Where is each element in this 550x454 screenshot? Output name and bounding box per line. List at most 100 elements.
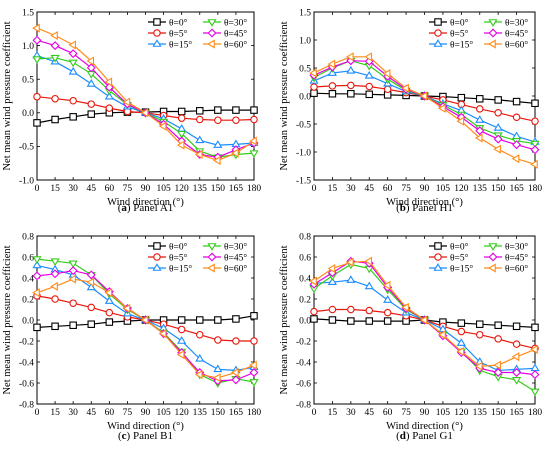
y-tick-label: -0.8 bbox=[19, 400, 34, 410]
x-tick-label: 45 bbox=[365, 408, 375, 418]
data-point bbox=[530, 145, 540, 155]
data-point bbox=[177, 114, 186, 122]
y-tick-label: -0.6 bbox=[296, 379, 311, 389]
x-axis-label: Wind direction (°) bbox=[386, 197, 463, 208]
legend-marker bbox=[207, 19, 217, 27]
x-tick-label: 0 bbox=[312, 408, 317, 418]
series-line bbox=[36, 27, 255, 162]
data-point bbox=[32, 256, 42, 264]
data-point bbox=[69, 113, 77, 121]
legend-item: θ=5° bbox=[148, 28, 188, 39]
data-point bbox=[104, 296, 114, 304]
data-point bbox=[494, 335, 502, 343]
data-point bbox=[68, 59, 78, 68]
legend-label: θ=60° bbox=[505, 263, 528, 274]
legend-item: θ=30° bbox=[203, 17, 247, 28]
data-point bbox=[249, 368, 259, 377]
data-point bbox=[51, 322, 59, 331]
data-point bbox=[249, 379, 259, 387]
x-tick-label: 165 bbox=[229, 184, 244, 194]
data-point bbox=[530, 363, 540, 372]
data-point bbox=[87, 110, 96, 118]
data-point bbox=[512, 322, 521, 331]
x-tick-label: 105 bbox=[436, 408, 451, 418]
y-tick-label: 0.0 bbox=[22, 109, 34, 119]
data-point bbox=[364, 70, 374, 79]
data-point bbox=[511, 352, 520, 362]
data-point bbox=[327, 263, 336, 274]
y-tick-label: 0.0 bbox=[299, 316, 311, 326]
x-tick-label: 120 bbox=[175, 184, 190, 194]
data-point bbox=[365, 317, 373, 325]
data-point bbox=[382, 280, 391, 290]
legend-label: θ=60° bbox=[224, 39, 247, 50]
series-theta-45 bbox=[32, 35, 259, 162]
data-point bbox=[68, 274, 76, 284]
y-tick-label: 0.8 bbox=[22, 232, 34, 242]
data-point bbox=[345, 52, 354, 62]
data-point bbox=[232, 116, 240, 124]
data-point bbox=[347, 317, 355, 325]
legend-marker bbox=[207, 252, 217, 262]
data-point bbox=[158, 329, 167, 339]
legend-item: θ=60° bbox=[484, 39, 528, 50]
data-point bbox=[32, 260, 42, 269]
legend-marker bbox=[434, 18, 442, 26]
series-line bbox=[313, 260, 536, 367]
data-point bbox=[32, 271, 42, 281]
data-point bbox=[32, 56, 42, 64]
y-tick-label: -1.0 bbox=[296, 148, 311, 158]
data-point bbox=[231, 367, 239, 378]
data-point bbox=[401, 302, 409, 312]
caption-letter: a bbox=[121, 202, 127, 214]
x-tick-label: 120 bbox=[175, 408, 190, 418]
series-theta-30 bbox=[309, 261, 540, 397]
data-point bbox=[401, 83, 409, 93]
legend-item: θ=45° bbox=[484, 28, 528, 39]
legend-marker bbox=[488, 252, 498, 262]
x-tick-label: 15 bbox=[328, 408, 338, 418]
legend-item: θ=60° bbox=[484, 263, 528, 274]
data-point bbox=[530, 344, 538, 354]
data-point bbox=[68, 66, 78, 75]
data-point bbox=[213, 364, 223, 373]
data-point bbox=[33, 119, 41, 127]
x-tick-label: 60 bbox=[105, 184, 115, 194]
panel-b1: 0 15 30 45 60 75 90 105 120 135 150 165 180 -0.8 -0.6 -… bbox=[2, 232, 261, 442]
legend-marker bbox=[434, 29, 442, 37]
legend-label: θ=5° bbox=[169, 252, 188, 263]
data-point bbox=[456, 346, 465, 357]
data-point bbox=[457, 327, 466, 336]
x-tick-label: 90 bbox=[420, 408, 430, 418]
series-line bbox=[36, 39, 255, 158]
data-point bbox=[493, 144, 501, 154]
data-point bbox=[32, 288, 40, 298]
x-tick-label: 60 bbox=[383, 408, 393, 418]
caption-letter: d bbox=[400, 430, 406, 442]
legend-label: θ=30° bbox=[505, 241, 528, 252]
data-point bbox=[232, 337, 240, 345]
data-point bbox=[232, 315, 240, 323]
series-theta-5 bbox=[310, 81, 539, 125]
data-point bbox=[328, 305, 337, 314]
data-point bbox=[69, 321, 77, 329]
legend-label: θ=0° bbox=[450, 17, 469, 28]
data-point bbox=[250, 106, 258, 114]
data-point bbox=[475, 105, 484, 113]
data-point bbox=[419, 315, 428, 325]
legend-label: θ=0° bbox=[169, 17, 188, 28]
data-point bbox=[365, 82, 373, 91]
x-tick-label: 165 bbox=[229, 408, 244, 418]
legend-marker bbox=[488, 39, 496, 49]
x-tick-label: 120 bbox=[454, 184, 469, 194]
data-point bbox=[382, 69, 391, 79]
data-point bbox=[364, 256, 373, 266]
data-point bbox=[249, 150, 259, 158]
y-tick-label: -1.5 bbox=[296, 176, 311, 186]
data-point bbox=[530, 159, 538, 169]
y-axis-label: Net mean wind pressure coefficient bbox=[279, 21, 290, 170]
data-point bbox=[50, 41, 60, 51]
legend-marker bbox=[488, 263, 496, 273]
data-point bbox=[475, 95, 484, 103]
